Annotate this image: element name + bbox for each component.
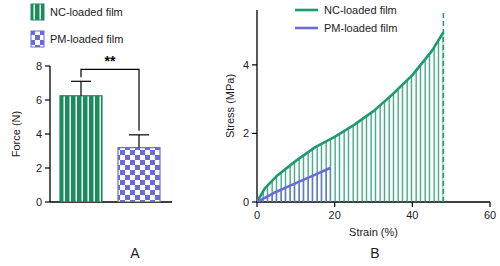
area: [257, 168, 331, 202]
legend-label: PM-loaded film: [50, 33, 123, 45]
bar: [118, 148, 160, 202]
legend-label: PM-loaded film: [324, 22, 397, 34]
error-line: [138, 135, 139, 148]
x-tick-label: 60: [484, 209, 496, 221]
x-tick-label: 20: [329, 209, 341, 221]
y-tick: [45, 167, 50, 168]
y-tick-label: 0: [36, 196, 42, 208]
panel-label: A: [130, 245, 140, 261]
x-tick: [489, 202, 490, 207]
line: [257, 32, 443, 202]
y-tick-label: 8: [36, 60, 42, 72]
x-tick-label: 40: [406, 209, 418, 221]
chart-b: 0 20 40 60 0 2 4 Strain (%) Stress (MPa) NC-loade…: [224, 4, 496, 261]
error-bar: [129, 135, 149, 148]
x-tick: [412, 202, 413, 207]
x-tick: [334, 202, 335, 207]
y-tick: [252, 133, 257, 134]
x-axis-label: Strain (%): [349, 226, 398, 238]
y-tick-label: 2: [36, 162, 42, 174]
y-tick-label: 2: [243, 127, 249, 139]
legend-swatch: [295, 27, 318, 30]
y-axis: [256, 10, 257, 202]
panel-label: B: [370, 245, 379, 261]
bars: [60, 81, 160, 202]
error-cap: [129, 134, 149, 135]
y-tick: [45, 99, 50, 100]
break-line: [443, 10, 445, 202]
y-tick-label: 4: [36, 128, 42, 140]
significance-label: **: [105, 53, 116, 69]
legend-label: NC-loaded film: [50, 6, 123, 18]
y-tick-label: 6: [36, 94, 42, 106]
y-tick-label: 4: [243, 59, 249, 71]
figure: NC-loaded film PM-loaded film 0 2 4 6 8 Force (…: [0, 0, 500, 266]
legend-label: NC-loaded film: [324, 4, 397, 16]
y-axis-label: Force (N): [10, 111, 22, 157]
x-tick-label: 0: [254, 209, 260, 221]
error-bar: [71, 81, 91, 95]
y-tick: [45, 201, 50, 202]
legend-swatch: [31, 31, 44, 47]
chart-a: NC-loaded film PM-loaded film 0 2 4 6 8 Force (…: [10, 4, 172, 261]
y-tick: [252, 64, 257, 65]
y-axis-label: Stress (MPa): [224, 74, 236, 138]
bar: [60, 96, 102, 202]
y-tick-label: 0: [243, 196, 249, 208]
area: [257, 32, 443, 202]
y-tick: [45, 65, 50, 66]
y-tick: [252, 201, 257, 202]
legend-swatch: [295, 9, 318, 12]
x-tick: [256, 202, 257, 207]
legend-swatch: [31, 4, 44, 20]
line: [257, 168, 331, 202]
y-tick: [45, 133, 50, 134]
error-line: [80, 81, 81, 95]
error-cap: [71, 81, 91, 82]
lines: [257, 10, 443, 202]
significance-bracket: [81, 69, 139, 131]
